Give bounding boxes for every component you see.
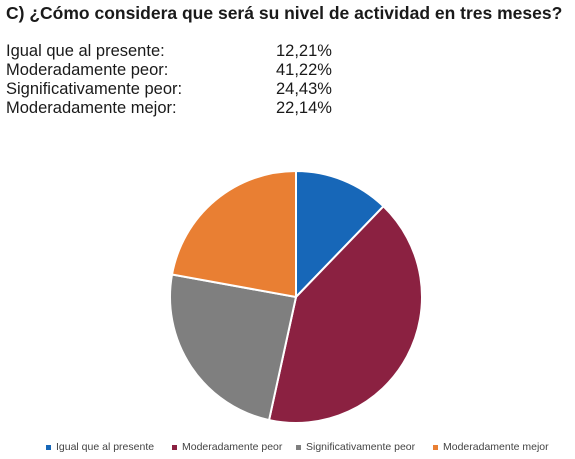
pie-slice-moderadamente-mejor <box>170 169 297 299</box>
stat-label: Igual que al presente: <box>6 42 165 60</box>
legend-label: Moderadamente mejor <box>443 441 549 453</box>
stat-value: 22,14% <box>276 99 332 117</box>
pie-slice-moderadamente-peor <box>267 204 423 424</box>
stat-label: Significativamente peor: <box>6 80 183 98</box>
stat-value: 24,43% <box>276 80 332 98</box>
pie-slice-significativamente-peor <box>169 273 298 422</box>
legend-swatch <box>296 444 301 450</box>
stat-row-significativamente-peor: Significativamente peor: 24,43% <box>6 80 356 99</box>
stat-row-moderadamente-peor: Moderadamente peor: 41,22% <box>6 61 356 80</box>
chart-title: C) ¿Cómo considera que será su nivel de … <box>6 3 563 23</box>
stat-label: Moderadamente mejor: <box>6 99 177 117</box>
legend-swatch <box>46 444 51 450</box>
legend-label: Igual que al presente <box>56 441 155 453</box>
stats-list: Igual que al presente: 12,21% Moderadame… <box>6 42 356 118</box>
legend-swatch <box>172 444 177 450</box>
stat-label: Moderadamente peor: <box>6 61 169 79</box>
stat-row-igual: Igual que al presente: 12,21% <box>6 42 356 61</box>
legend-item-significativamente-peor: Significativamente peor <box>296 441 415 453</box>
legend-swatch <box>433 444 438 450</box>
stat-value: 41,22% <box>276 61 332 79</box>
legend-item-moderadamente-mejor: Moderadamente mejor <box>433 441 549 453</box>
pie-slice-igual-que-al-presente <box>295 169 385 300</box>
stat-row-moderadamente-mejor: Moderadamente mejor: 22,14% <box>6 99 356 118</box>
legend-label: Moderadamente peor <box>182 441 283 453</box>
legend-item-igual: Igual que al presente <box>46 441 154 453</box>
legend-label: Significativamente peor <box>306 441 416 453</box>
legend-item-moderadamente-peor: Moderadamente peor <box>172 441 282 453</box>
stat-value: 12,21% <box>276 42 332 60</box>
